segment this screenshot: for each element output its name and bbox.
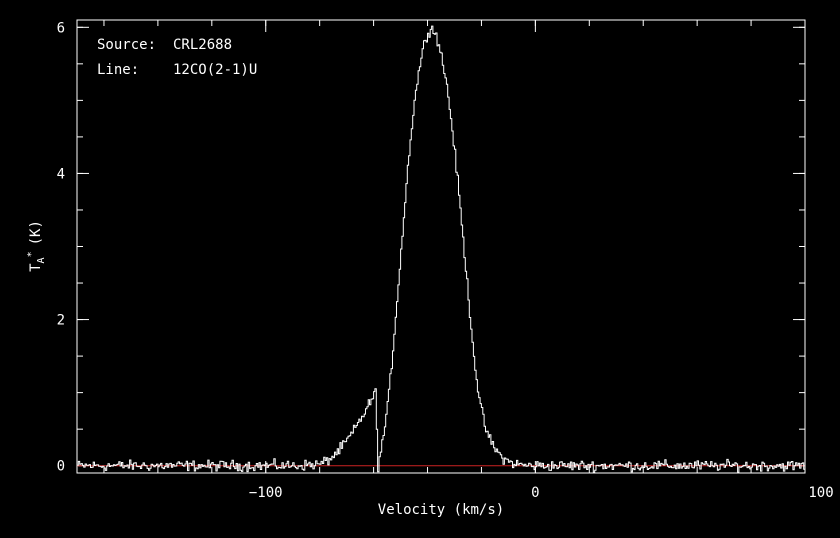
y-axis-label: TA* (K) [26, 220, 47, 272]
y-axis-label-unit: (K) [28, 220, 44, 245]
y-axis-label-main: T [28, 263, 44, 272]
y-axis-label-sub: A [36, 257, 47, 263]
x-tick-label: 0 [531, 485, 539, 501]
x-tick-label: 100 [808, 485, 833, 501]
y-tick-label: 4 [57, 166, 65, 182]
spectrum-line [77, 25, 806, 473]
y-tick-label: 6 [57, 20, 65, 36]
y-axis-label-sup: * [26, 251, 37, 257]
annotation-source-key: Source: [97, 37, 156, 53]
x-axis-label: Velocity (km/s) [378, 502, 504, 518]
axis-tick-labels: −100 0 100 0 2 4 6 [57, 20, 834, 501]
y-tick-label: 2 [57, 313, 65, 329]
annotation-line-key: Line: [97, 62, 139, 78]
x-tick-label: −100 [249, 485, 283, 501]
plot-frame [76, 19, 806, 474]
axis-ticks [77, 20, 806, 473]
annotation-source-value: CRL2688 [173, 37, 232, 53]
annotation-line-value: 12CO(2-1)U [173, 62, 257, 78]
svg-text:TA*(K): TA* (K) [26, 220, 47, 272]
y-tick-label: 0 [57, 459, 65, 475]
